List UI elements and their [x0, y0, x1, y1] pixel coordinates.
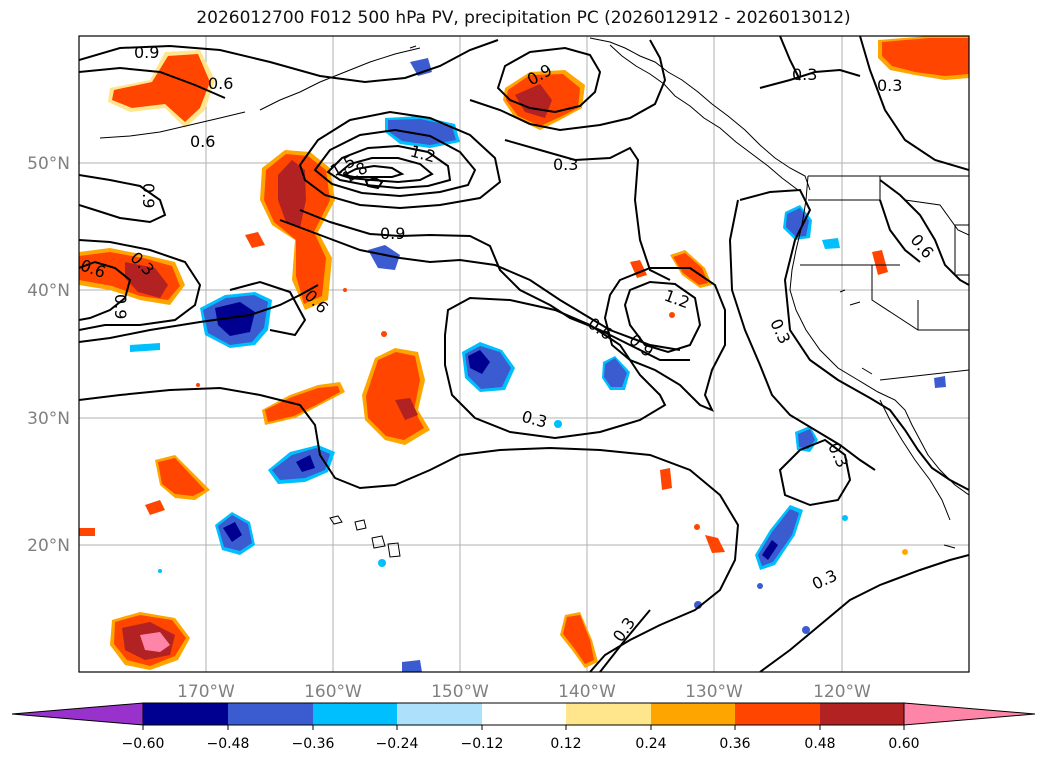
- contour-label: 0.3: [792, 65, 817, 84]
- colorbar-tick-label: 0.60: [888, 736, 919, 752]
- contour-label: 0.3: [553, 155, 578, 174]
- lat-labels: 50°N 40°N 30°N 20°N: [27, 154, 70, 556]
- colorbar: −0.60 −0.48 −0.36 −0.24 −0.12 0.12 0.24 …: [11, 702, 1036, 752]
- map-title: 2026012700 F012 500 hPa PV, precipitatio…: [196, 8, 851, 28]
- gridlines: [79, 36, 969, 672]
- colorbar-segment: [651, 703, 735, 725]
- positive-anomalies: [79, 36, 969, 670]
- colorbar-tick-label: 0.36: [719, 736, 750, 752]
- colorbar-segment: [482, 703, 566, 725]
- colorbar-tick-label: 0.12: [550, 736, 581, 752]
- contour-label: 0.9: [134, 43, 159, 62]
- colorbar-tick-label: −0.24: [376, 736, 419, 752]
- lon-labels: 170°W 160°W 150°W 140°W 130°W 120°W: [177, 682, 871, 702]
- colorbar-segment: [566, 703, 651, 725]
- colorbar-segment: [228, 703, 313, 725]
- lon-label: 160°W: [304, 682, 362, 702]
- colorbar-tick-label: −0.60: [122, 736, 165, 752]
- colorbar-segment: [313, 703, 397, 725]
- colorbar-extend-low: [11, 702, 144, 726]
- map-area: [79, 36, 969, 672]
- colorbar-segment: [143, 703, 228, 725]
- colorbar-tick-label: −0.12: [461, 736, 504, 752]
- contour-label: 0.9: [139, 183, 158, 208]
- contour-label: 0.6: [208, 74, 233, 93]
- colorbar-tick-label: −0.36: [292, 736, 335, 752]
- lat-label: 40°N: [27, 281, 70, 301]
- lon-label: 130°W: [685, 682, 743, 702]
- lat-label: 30°N: [27, 409, 70, 429]
- lon-label: 170°W: [177, 682, 235, 702]
- colorbar-segment: [397, 703, 482, 725]
- lon-label: 140°W: [558, 682, 616, 702]
- colorbar-tick-label: 0.24: [635, 736, 666, 752]
- contour-label: 0.3: [877, 76, 902, 95]
- colorbar-tick-label: 0.48: [804, 736, 835, 752]
- colorbar-segment: [820, 703, 904, 725]
- lat-label: 20°N: [27, 536, 70, 556]
- lon-label: 150°W: [431, 682, 489, 702]
- negative-anomalies: [130, 58, 946, 672]
- map-frame: [78, 35, 970, 673]
- lon-label: 120°W: [813, 682, 871, 702]
- pv-contours: [79, 36, 969, 672]
- colorbar-tick-label: −0.48: [207, 736, 250, 752]
- lat-label: 50°N: [27, 154, 70, 174]
- contour-label: 0.9: [380, 224, 405, 243]
- contour-label: 0.9: [111, 294, 130, 319]
- colorbar-segment: [735, 703, 820, 725]
- colorbar-extend-high: [903, 702, 1036, 726]
- contour-label: 0.6: [190, 132, 215, 151]
